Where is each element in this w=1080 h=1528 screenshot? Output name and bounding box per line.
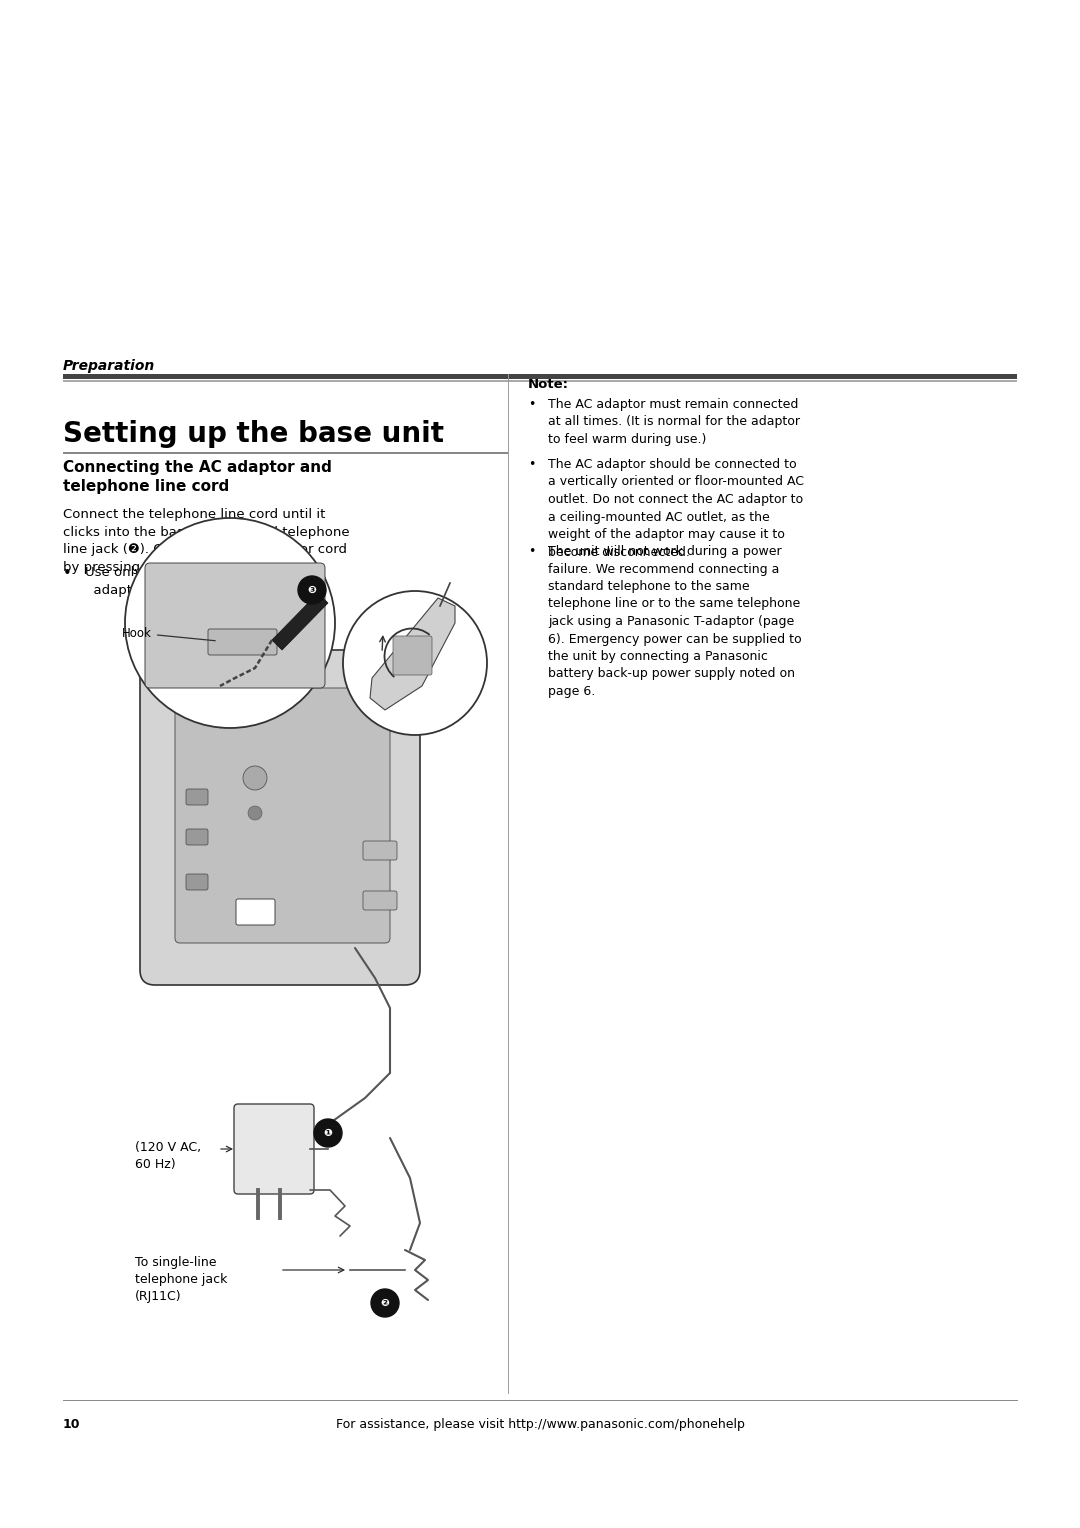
FancyBboxPatch shape [363, 891, 397, 911]
FancyBboxPatch shape [140, 649, 420, 986]
Circle shape [248, 805, 262, 821]
FancyBboxPatch shape [63, 379, 1017, 382]
Text: •: • [63, 565, 71, 581]
FancyBboxPatch shape [63, 451, 508, 454]
Polygon shape [150, 639, 410, 973]
Text: Connect the telephone line cord until it
clicks into the base unit (❶) and telep: Connect the telephone line cord until it… [63, 507, 350, 573]
FancyBboxPatch shape [186, 788, 208, 805]
FancyBboxPatch shape [186, 830, 208, 845]
Text: •: • [528, 458, 536, 471]
Text: ❸: ❸ [308, 585, 316, 594]
FancyBboxPatch shape [208, 630, 276, 656]
FancyBboxPatch shape [63, 374, 1017, 379]
Text: Use only the included Panasonic AC
  adaptor PQLV19 or PQLV255.: Use only the included Panasonic AC adapt… [85, 565, 323, 596]
Text: ❶: ❶ [324, 1128, 333, 1138]
Text: Preparation: Preparation [63, 359, 156, 373]
Polygon shape [370, 597, 455, 711]
FancyBboxPatch shape [237, 898, 275, 924]
FancyBboxPatch shape [393, 636, 432, 675]
Circle shape [125, 518, 335, 727]
FancyBboxPatch shape [175, 688, 390, 943]
Circle shape [243, 766, 267, 790]
Circle shape [314, 1118, 342, 1148]
Text: The unit will not work during a power
failure. We recommend connecting a
standar: The unit will not work during a power fa… [548, 545, 801, 698]
Text: (120 V AC,
60 Hz): (120 V AC, 60 Hz) [135, 1141, 201, 1170]
Text: Hook: Hook [122, 626, 215, 640]
Text: ❷: ❷ [380, 1297, 390, 1308]
Text: 10: 10 [63, 1418, 81, 1432]
Text: The AC adaptor must remain connected
at all times. (It is normal for the adaptor: The AC adaptor must remain connected at … [548, 397, 800, 446]
Text: The AC adaptor should be connected to
a vertically oriented or floor-mounted AC
: The AC adaptor should be connected to a … [548, 458, 804, 559]
FancyBboxPatch shape [145, 562, 325, 688]
Text: To single-line
telephone jack
(RJ11C): To single-line telephone jack (RJ11C) [135, 1256, 228, 1303]
Text: For assistance, please visit http://www.panasonic.com/phonehelp: For assistance, please visit http://www.… [336, 1418, 744, 1432]
FancyBboxPatch shape [186, 874, 208, 889]
Text: Connecting the AC adaptor and
telephone line cord: Connecting the AC adaptor and telephone … [63, 460, 332, 494]
FancyBboxPatch shape [363, 840, 397, 860]
Text: Note:: Note: [528, 377, 569, 391]
Text: •: • [528, 545, 536, 558]
Polygon shape [272, 593, 328, 649]
Text: •: • [528, 397, 536, 411]
FancyBboxPatch shape [234, 1105, 314, 1193]
Text: Setting up the base unit: Setting up the base unit [63, 420, 444, 448]
Circle shape [343, 591, 487, 735]
Circle shape [372, 1290, 399, 1317]
Circle shape [298, 576, 326, 604]
